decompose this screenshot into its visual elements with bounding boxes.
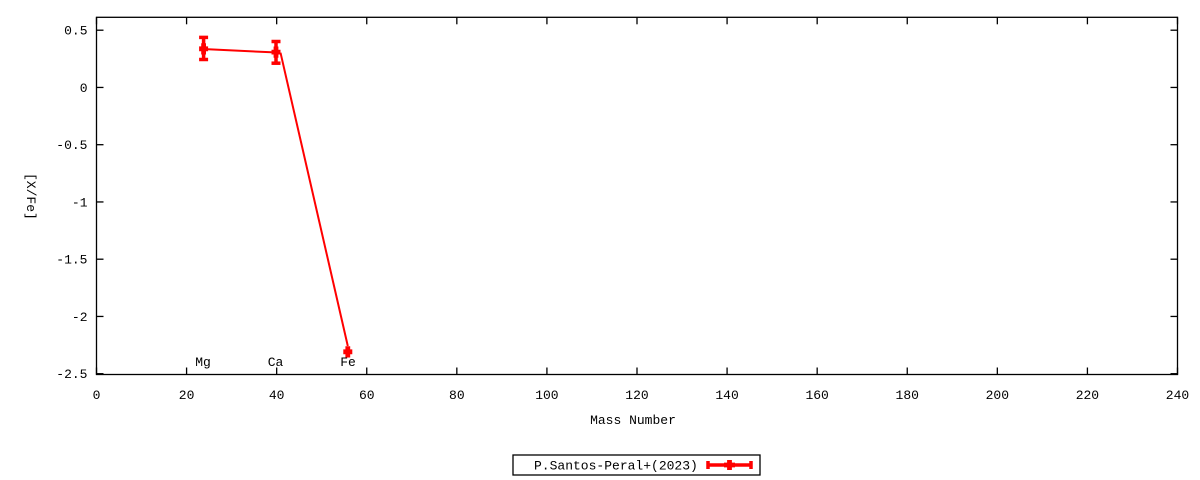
svg-text:240: 240 [1166,388,1189,403]
svg-text:-1: -1 [72,195,88,210]
svg-text:100: 100 [535,388,558,403]
svg-text:60: 60 [359,388,375,403]
svg-text:140: 140 [715,388,738,403]
svg-text:0: 0 [93,388,101,403]
svg-text:220: 220 [1076,388,1099,403]
svg-text:40: 40 [269,388,285,403]
svg-text:[X/Fe]: [X/Fe] [23,173,38,220]
svg-text:-0.5: -0.5 [56,138,87,153]
svg-text:-1.5: -1.5 [56,253,87,268]
svg-text:P.Santos-Peral+(2023): P.Santos-Peral+(2023) [534,459,698,474]
svg-text:-2.5: -2.5 [56,367,87,382]
svg-text:20: 20 [179,388,195,403]
svg-text:80: 80 [449,388,465,403]
svg-text:Mg: Mg [195,355,211,370]
svg-text:-2: -2 [72,310,88,325]
svg-text:200: 200 [986,388,1009,403]
svg-text:160: 160 [805,388,828,403]
svg-text:0: 0 [80,81,88,96]
svg-text:0.5: 0.5 [64,24,87,39]
svg-text:120: 120 [625,388,648,403]
svg-text:Mass Number: Mass Number [590,413,676,428]
svg-text:180: 180 [896,388,919,403]
svg-text:Ca: Ca [268,355,284,370]
